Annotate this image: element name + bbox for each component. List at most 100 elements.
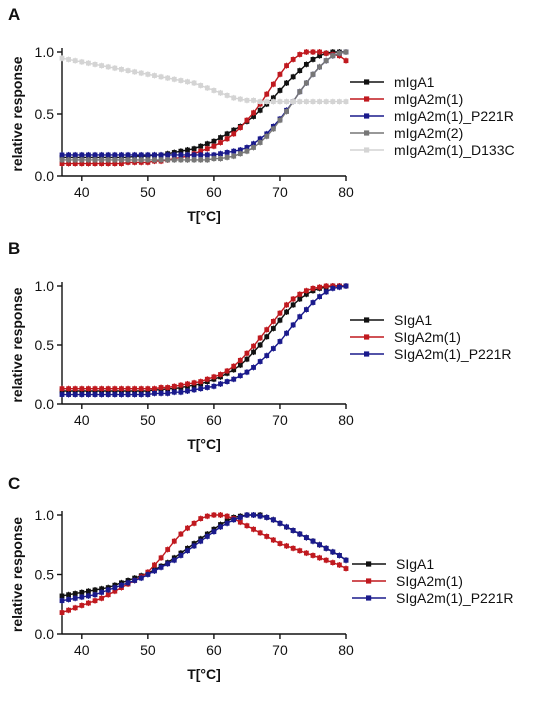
x-tick-label: 80 (338, 412, 354, 428)
series-SIgA2m(1) (59, 512, 349, 616)
data-point (105, 64, 111, 70)
x-tick-label: 70 (272, 642, 288, 658)
data-point (138, 157, 144, 163)
legend-marker (364, 351, 370, 357)
y-tick-label: 1.0 (35, 507, 55, 523)
data-point (72, 58, 78, 64)
series-line (62, 285, 346, 390)
data-point (138, 392, 144, 397)
data-point (284, 99, 289, 104)
legend-label: mIgA2m(1)_D133C (394, 142, 515, 158)
data-point (251, 526, 256, 532)
data-point (92, 386, 98, 392)
data-point (244, 97, 250, 103)
data-point (310, 538, 316, 544)
chart-panel-c: C 0.0 0.5 1.0 40 50 60 70 80 T[°C] relative respon… (8, 474, 514, 682)
data-point (218, 156, 223, 162)
data-point (224, 131, 230, 137)
data-point (257, 359, 263, 364)
data-point (66, 607, 72, 613)
data-point (211, 529, 217, 535)
data-point (132, 392, 138, 397)
data-point (79, 161, 85, 166)
data-point (171, 383, 177, 389)
x-tick-label: 80 (338, 184, 354, 200)
data-point (158, 152, 164, 158)
data-point (257, 136, 263, 142)
panel-letter: A (8, 5, 20, 24)
data-point (257, 530, 263, 536)
legend-label: SIgA2m(1)_P221R (394, 346, 512, 362)
data-point (251, 512, 256, 518)
data-point (152, 73, 157, 78)
data-point (119, 386, 124, 392)
data-point (79, 603, 85, 608)
data-point (72, 605, 78, 611)
data-point (86, 60, 91, 66)
data-point (310, 99, 316, 104)
series-SIgA2m(1)_P221R (59, 512, 349, 604)
data-point (224, 136, 230, 142)
data-point (257, 99, 263, 104)
data-point (59, 157, 65, 163)
data-point (105, 152, 111, 158)
data-point (323, 557, 329, 563)
data-point (204, 513, 210, 519)
data-point (297, 89, 303, 95)
chart-panel-b: B 0.0 0.5 1.0 40 50 60 70 80 T[°C] relative respon… (8, 239, 512, 452)
data-point (191, 387, 197, 393)
legend-label: mIgA2m(1) (394, 91, 463, 107)
data-point (92, 598, 98, 604)
data-point (204, 85, 210, 91)
data-point (125, 386, 131, 392)
data-point (297, 99, 303, 104)
data-point (119, 66, 124, 72)
data-point (323, 50, 329, 56)
data-point (224, 379, 230, 384)
x-tick-label: 50 (140, 412, 156, 428)
data-point (303, 288, 309, 294)
data-point (105, 161, 111, 166)
legend-label: SIgA2m(1) (396, 573, 463, 589)
data-point (336, 562, 342, 568)
data-point (152, 568, 157, 574)
data-point (145, 71, 151, 77)
data-point (277, 541, 283, 546)
data-point (244, 350, 250, 356)
series-line (62, 285, 346, 392)
data-point (158, 385, 164, 390)
legend-marker (364, 334, 370, 340)
data-point (244, 512, 250, 518)
data-point (112, 157, 118, 163)
y-tick-label: 0.0 (35, 396, 55, 412)
data-point (59, 593, 65, 599)
series-mIgA2m(2) (59, 49, 349, 163)
data-point (284, 330, 289, 336)
data-point (264, 133, 270, 139)
data-point (317, 53, 322, 59)
x-tick-label: 60 (206, 412, 222, 428)
data-point (178, 382, 184, 388)
data-point (284, 302, 289, 308)
data-point (171, 557, 177, 563)
data-point (185, 381, 190, 387)
data-point (72, 591, 78, 596)
data-point (119, 582, 124, 588)
data-point (231, 363, 237, 369)
data-point (92, 392, 98, 397)
data-point (270, 126, 276, 132)
data-point (178, 531, 184, 537)
data-point (99, 386, 105, 392)
series-line (62, 51, 347, 161)
legend-label: mIgA2m(1)_P221R (394, 108, 514, 124)
data-point (303, 550, 309, 556)
data-point (277, 99, 283, 104)
data-point (277, 117, 283, 123)
data-point (310, 49, 316, 55)
series-line (61, 514, 347, 614)
data-point (204, 146, 210, 152)
data-point (185, 388, 190, 394)
data-point (178, 389, 184, 395)
data-point (79, 157, 85, 163)
data-point (59, 598, 65, 604)
